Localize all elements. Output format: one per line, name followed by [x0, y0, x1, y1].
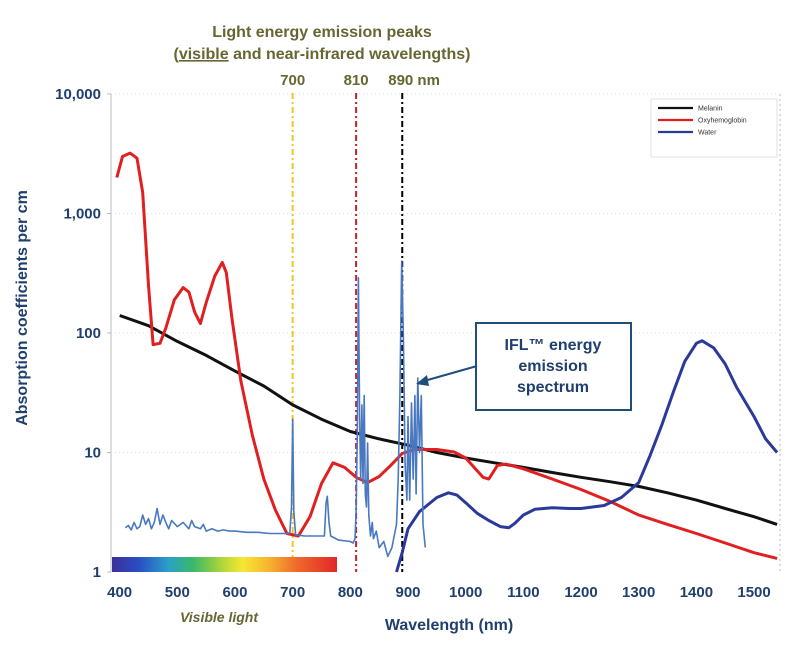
peak-label: 890 nm: [388, 72, 440, 89]
series-line-oxyhemoglobin: [115, 151, 778, 560]
x-tick-label: 1300: [622, 584, 655, 601]
chart-title-line1: Light energy emission peaks: [212, 24, 432, 41]
x-tick-label: 1200: [564, 584, 597, 601]
x-tick-label: 1100: [507, 584, 540, 601]
y-tick-label: 10: [84, 445, 101, 462]
peak-label: 700: [280, 72, 305, 89]
callout-line2: emission: [518, 358, 587, 375]
legend-label-melanin: Melanin: [698, 106, 723, 113]
series-line-ifl-energy-emission-spectrum: [124, 260, 427, 558]
x-tick-labels: 400 500 600 700 800 900 1000 1100 1200 1300 1400 15…: [107, 584, 771, 601]
y-tick-label: 1: [93, 564, 101, 581]
x-tick-label: 900: [395, 584, 420, 601]
x-tick-label: 600: [222, 584, 247, 601]
visible-light-label: Visible light: [180, 609, 259, 625]
y-tick-labels: 1 10 100 1,000 10,000: [55, 86, 101, 581]
peak-lines: 700 810 890 nm: [280, 72, 440, 572]
legend-label-oxyhemoglobin: Oxyhemoglobin: [698, 118, 747, 125]
series-line-melanin: [119, 314, 778, 526]
title-open-paren: (: [174, 46, 180, 63]
y-tick-label: 100: [76, 325, 101, 342]
gridlines: [107, 93, 780, 573]
y-tick-label: 10,000: [55, 86, 101, 103]
x-axis-label: Wavelength (nm): [385, 617, 513, 634]
series-lines: [115, 151, 779, 573]
callout-arrowhead: [416, 375, 429, 386]
x-tick-label: 500: [165, 584, 190, 601]
y-tick-label: 1,000: [63, 206, 101, 223]
title-remainder: and near-infrared wavelengths): [229, 46, 471, 63]
title-visible-word: visible: [179, 46, 229, 63]
x-tick-label: 700: [280, 584, 305, 601]
callout-arrow-line: [423, 365, 478, 382]
legend: Melanin Oxyhemoglobin Water: [650, 98, 778, 158]
callout-line3: spectrum: [517, 379, 589, 396]
ifl-callout: IFL™ energy emission spectrum: [416, 322, 632, 411]
callout-line1: IFL™ energy: [505, 337, 602, 354]
x-tick-label: 400: [107, 584, 132, 601]
x-tick-label: 1500: [737, 584, 770, 601]
x-tick-label: 1000: [449, 584, 482, 601]
visible-spectrum-bar: [112, 557, 337, 572]
chart-title-line2: (visible and near-infrared wavelengths): [174, 46, 471, 63]
peak-label: 810: [344, 72, 369, 89]
callout-box: [475, 322, 632, 411]
plot-area: 1 10 100 1,000 10,000 400 500 600 700 800 900 1000…: [55, 72, 781, 601]
y-axis-label: Absorption coefficients per cm: [14, 190, 31, 426]
series-line-water: [395, 339, 779, 573]
legend-label-water: Water: [698, 130, 717, 137]
x-tick-label: 800: [338, 584, 363, 601]
x-tick-label: 1400: [680, 584, 713, 601]
